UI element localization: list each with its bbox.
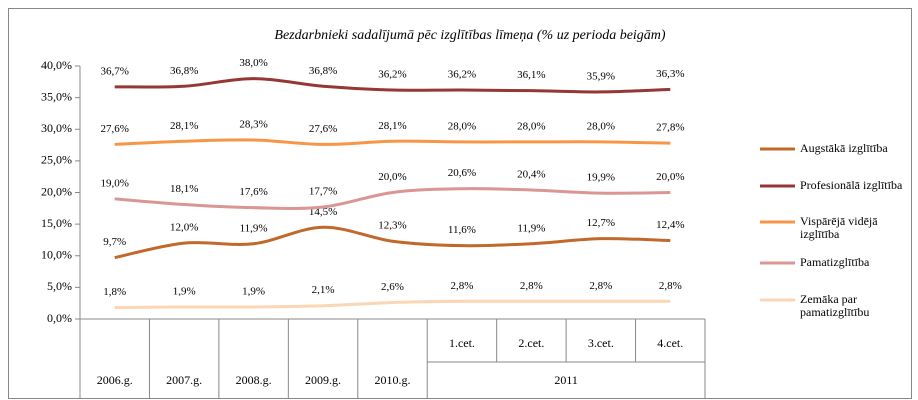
data-label: 28,0% [448,120,476,132]
y-tick-label: 30,0% [41,121,72,135]
legend-label: Augstākā izglītība [800,141,888,155]
data-label: 17,7% [309,186,337,198]
legend-label: Pamatizglītība [800,255,870,269]
y-tick-label: 40,0% [41,58,72,72]
data-label: 2,6% [381,281,404,293]
data-label: 12,0% [170,222,198,234]
data-label: 2,8% [520,280,543,292]
y-tick-label: 10,0% [41,248,72,262]
data-label: 20,4% [517,169,545,181]
data-label: 28,0% [517,120,545,132]
data-label: 12,3% [378,220,406,232]
data-label: 28,3% [239,119,267,131]
legend-label: Profesionālā izglītība [800,178,903,192]
data-label: 1,9% [242,286,265,298]
data-label: 36,2% [448,69,476,81]
data-label: 19,0% [101,177,129,189]
data-label: 20,0% [378,171,406,183]
data-label: 35,9% [587,70,615,82]
y-tick-label: 25,0% [41,153,72,167]
series-line [114,187,671,210]
data-label: 36,3% [656,68,684,80]
series-line [114,299,671,310]
data-label: 36,1% [517,69,545,81]
data-label: 28,1% [378,120,406,132]
x-tick-label: 3.cet. [588,336,614,350]
data-label: 17,6% [239,186,267,198]
data-label: 36,8% [309,65,337,77]
data-label: 19,9% [587,172,615,184]
data-label: 27,8% [656,122,684,134]
data-label: 18,1% [170,183,198,195]
data-label: 11,9% [517,222,545,234]
data-label: 9,7% [103,236,126,248]
data-label: 2,8% [589,280,612,292]
data-label: 2,8% [659,280,682,292]
data-label: 2,1% [312,284,335,296]
x-tick-label: 2007.g. [166,373,202,387]
data-label: 27,6% [309,123,337,135]
data-label: 38,0% [239,57,267,69]
series-line [114,77,671,94]
data-label: 12,4% [656,219,684,231]
data-label: 11,9% [240,222,268,234]
data-label: 11,6% [448,224,476,236]
data-label: 28,1% [170,120,198,132]
data-label: 36,8% [170,65,198,77]
x-tick-label: 2010.g. [375,373,411,387]
chart-title: Bezdarbnieki sadalījumā pēc izglītības l… [274,28,666,43]
x-tick-label: 2008.g. [236,373,272,387]
x-tick-label: 4.cet. [657,336,683,350]
data-label: 1,9% [173,286,196,298]
data-label: 36,7% [101,65,129,77]
data-label: 36,2% [378,69,406,81]
data-label: 27,6% [101,123,129,135]
series-line [114,225,671,260]
chart-border [8,8,912,399]
data-label: 20,0% [656,171,684,183]
data-label: 28,0% [587,120,615,132]
x-group-label: 2011 [554,373,578,387]
y-tick-label: 0,0% [47,311,72,325]
y-tick-label: 35,0% [41,89,72,103]
legend-label: Vispārējā vidējā izglītība [800,214,878,241]
data-label: 2,8% [450,280,473,292]
data-label: 12,7% [587,217,615,229]
data-label: 1,8% [103,286,126,298]
x-tick-label: 2006.g. [97,373,133,387]
series-line [114,138,671,146]
data-label: 20,6% [448,167,476,179]
y-tick-label: 15,0% [41,216,72,230]
x-tick-label: 2.cet. [518,336,544,350]
legend-label: Zemāka par pamatizglītību [800,292,870,319]
y-tick-label: 20,0% [41,184,72,198]
x-tick-label: 1.cet. [449,336,475,350]
x-tick-label: 2009.g. [305,373,341,387]
y-tick-label: 5,0% [47,279,72,293]
